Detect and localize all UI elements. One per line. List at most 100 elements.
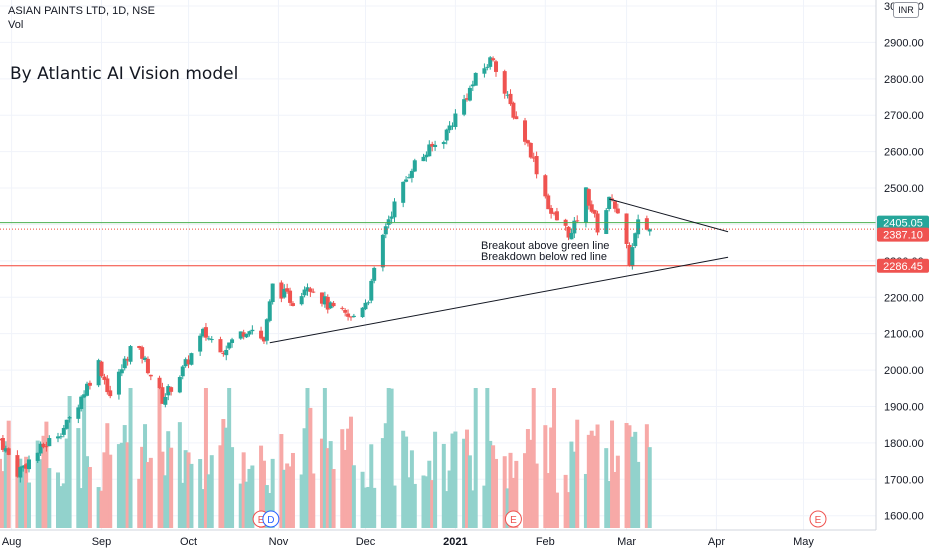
- volume-bar: [406, 477, 411, 528]
- x-tick-label: Aug: [2, 536, 22, 548]
- candle-body: [189, 353, 194, 365]
- volume-bar: [572, 451, 577, 528]
- volume-bar: [482, 485, 487, 528]
- y-tick-label: 2500.00: [884, 183, 924, 195]
- volume-bar: [488, 440, 493, 528]
- candle-body: [209, 339, 214, 341]
- candle-body: [163, 396, 168, 405]
- volume-bar: [6, 420, 11, 528]
- candle-body: [76, 407, 81, 419]
- volume-bar: [67, 396, 72, 528]
- volume-bar: [392, 485, 397, 528]
- price-tag-bg: [877, 227, 929, 242]
- candle-body: [404, 179, 409, 182]
- candle-body: [177, 377, 182, 393]
- volume-bar: [636, 461, 641, 528]
- volume-bar: [369, 444, 374, 528]
- volume-bar: [508, 452, 513, 528]
- earnings-marker[interactable]: E: [809, 510, 827, 528]
- currency-button[interactable]: INR: [893, 2, 919, 18]
- volume-bar: [82, 396, 87, 528]
- volume-bar: [87, 466, 92, 528]
- candle-body: [627, 244, 632, 266]
- volume-bar: [401, 430, 406, 528]
- volume-bar: [79, 488, 84, 528]
- candle-body: [351, 315, 356, 318]
- volume-bar: [360, 471, 365, 528]
- volume-bar: [543, 425, 548, 528]
- x-tick-label: Apr: [708, 536, 725, 548]
- volume-bar: [386, 388, 391, 528]
- volume-bar: [589, 430, 594, 528]
- candle-body: [467, 87, 472, 101]
- candle-body: [491, 58, 496, 61]
- volume-bar: [322, 388, 327, 528]
- volume-bar: [633, 431, 638, 528]
- candle-body: [346, 313, 351, 317]
- volume-bar: [105, 423, 110, 528]
- earnings-marker[interactable]: E: [504, 510, 522, 528]
- candle-body: [366, 302, 371, 304]
- trendline: [269, 256, 729, 344]
- candle-body: [15, 455, 20, 477]
- candle-body: [453, 113, 458, 127]
- candle-body: [264, 319, 269, 341]
- price-tag[interactable]: 2405.05: [877, 215, 929, 230]
- volume-bar: [198, 459, 203, 528]
- volume-bar: [595, 424, 600, 528]
- volume-bar: [409, 450, 414, 528]
- candle-body: [116, 371, 121, 395]
- price-tag[interactable]: 2387.10: [877, 227, 929, 242]
- volume-bar: [444, 491, 449, 528]
- volume-bar: [145, 462, 150, 528]
- candle-body: [450, 125, 455, 127]
- volume-bar: [201, 489, 206, 528]
- volume-bar: [203, 388, 208, 528]
- candle-body: [534, 156, 539, 175]
- price-tag-bg: [877, 258, 929, 273]
- candle-body: [412, 160, 417, 172]
- candle-body: [67, 417, 72, 419]
- candle-body: [143, 357, 148, 360]
- candle-body: [360, 307, 365, 318]
- marker-label: E: [815, 515, 822, 526]
- volume-bar: [224, 427, 229, 528]
- volume-bar: [85, 456, 90, 528]
- volume-bar: [24, 456, 29, 528]
- volume-bar: [241, 452, 246, 528]
- y-tick-label: 2100.00: [884, 329, 924, 341]
- x-tick-label: Dec: [356, 536, 376, 548]
- volume-bar: [137, 478, 142, 528]
- candle-body: [145, 358, 150, 374]
- candle-body: [183, 359, 188, 367]
- candle-body: [41, 443, 46, 448]
- candle-body: [61, 427, 66, 435]
- candle-body: [259, 330, 264, 339]
- candle-body: [488, 57, 493, 67]
- volume-bar: [116, 444, 121, 528]
- candle-body: [221, 353, 226, 355]
- volume-bar: [0, 471, 5, 528]
- volume-bar: [427, 460, 432, 528]
- volume-bar: [177, 422, 182, 528]
- annotation-text: Breakout above green line: [481, 240, 609, 252]
- candle-body: [108, 390, 113, 397]
- y-tick-label: 1600.00: [884, 511, 924, 523]
- candle-body: [322, 296, 327, 305]
- volume-bar: [21, 465, 26, 528]
- candle-body: [308, 288, 313, 292]
- price-tag[interactable]: 2286.45: [877, 258, 929, 273]
- candle-body: [180, 366, 185, 377]
- y-tick-label: 2600.00: [884, 147, 924, 159]
- candle-body: [44, 446, 49, 448]
- volume-bar: [76, 428, 81, 528]
- volume-bar: [64, 438, 69, 528]
- candle-body: [79, 396, 84, 409]
- volume-bar: [221, 419, 226, 528]
- candle-body: [35, 452, 40, 461]
- candle-body: [21, 465, 26, 468]
- dividend-marker[interactable]: D: [262, 510, 280, 528]
- volume-bar: [328, 441, 333, 528]
